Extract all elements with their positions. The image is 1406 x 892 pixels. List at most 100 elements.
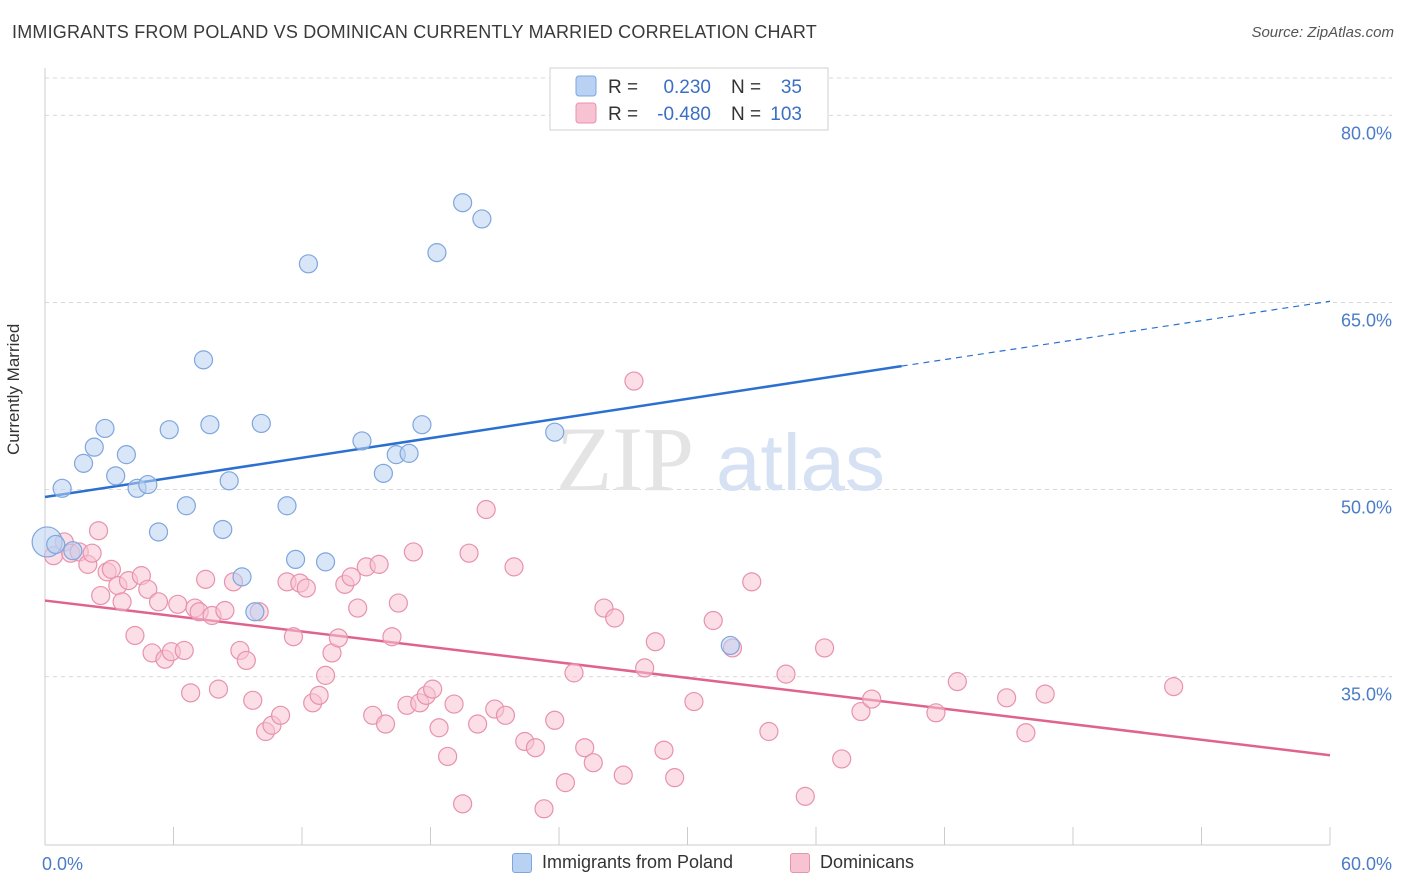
legend-r-value-poland: 0.230 (663, 77, 711, 98)
point-poland-25 (373, 463, 393, 483)
point-dominican-28 (215, 600, 235, 621)
point-dominican-7 (91, 585, 111, 606)
point-dominican-52 (375, 714, 396, 734)
point-dominican-91 (776, 664, 796, 684)
point-dominican-40 (296, 578, 316, 598)
point-dominican-9 (101, 559, 121, 579)
point-poland-6 (106, 466, 126, 486)
x-tick-label-60: 60.0% (1341, 854, 1392, 874)
legend-n-label-dominican: N = (731, 104, 761, 125)
watermark-atlas: atlas (716, 418, 885, 507)
watermark-zip: ZIP (556, 408, 694, 510)
point-poland-21 (285, 549, 306, 570)
point-dominican-32 (243, 690, 263, 710)
point-poland-15 (213, 519, 233, 540)
point-dominican-100 (1016, 723, 1036, 743)
point-poland-11 (159, 420, 179, 440)
point-dominican-61 (438, 746, 458, 767)
point-dominican-60 (429, 718, 449, 738)
point-poland-10 (148, 522, 169, 542)
point-dominican-27 (208, 679, 229, 699)
point-dominican-21 (174, 640, 194, 661)
trend-line-poland-extension (901, 300, 1331, 367)
point-dominican-82 (635, 658, 655, 678)
point-dominican-81 (624, 371, 644, 391)
point-dominican-75 (564, 663, 584, 683)
point-dominican-56 (403, 542, 423, 562)
point-dominican-99 (997, 688, 1017, 708)
point-dominican-98 (947, 672, 967, 692)
point-poland-30 (453, 193, 473, 213)
legend-n-value-poland: 35 (781, 77, 802, 98)
y-tick-label-35: 35.0% (1341, 685, 1392, 705)
point-poland-16 (219, 471, 239, 491)
point-poland-28 (412, 415, 432, 435)
point-dominican-85 (665, 768, 685, 788)
legend-r-label-dominican: R = (608, 104, 638, 125)
point-poland-3 (73, 453, 94, 473)
point-dominican-13 (125, 625, 145, 646)
point-poland-12 (176, 496, 196, 516)
x-tick-label-0: 0.0% (42, 854, 83, 874)
point-dominican-17 (148, 592, 169, 612)
point-poland-18 (245, 602, 265, 622)
point-poland-20 (277, 496, 297, 516)
point-dominican-77 (583, 753, 603, 773)
bottom-legend-swatch-dominican (790, 852, 810, 873)
point-dominican-72 (534, 799, 554, 819)
point-poland-17 (232, 567, 252, 587)
point-dominican-90 (759, 721, 779, 742)
chart-title: IMMIGRANTS FROM POLAND VS DOMINICAN CURR… (12, 22, 817, 42)
bottom-legend-swatch-poland (512, 852, 532, 873)
point-dominican-15 (138, 579, 158, 599)
point-dominican-83 (645, 632, 665, 652)
trend-line-dominican (44, 599, 1331, 757)
point-poland-2 (63, 541, 83, 561)
point-poland-1 (52, 478, 72, 498)
bottom-legend-dominican: Dominicans (790, 852, 914, 873)
grid-lines (45, 77, 1392, 678)
point-dominican-51 (369, 554, 389, 574)
point-dominican-65 (468, 714, 488, 734)
point-dominican-45 (328, 628, 349, 648)
point-dominican-89 (742, 572, 762, 592)
point-poland-22 (298, 254, 319, 274)
legend-r-label-poland: R = (608, 77, 638, 98)
point-poland-27 (399, 443, 419, 463)
legend-n-label-poland: N = (731, 77, 761, 98)
bottom-legend-label-poland: Immigrants from Poland (542, 852, 734, 872)
point-dominican-79 (605, 608, 625, 628)
point-dominican-68 (495, 705, 516, 725)
point-dominican-62 (444, 694, 464, 714)
point-dominican-69 (504, 557, 524, 577)
point-dominican-96 (862, 689, 882, 709)
point-dominican-48 (348, 598, 368, 618)
point-dominican-25 (196, 569, 216, 589)
point-dominican-86 (684, 691, 704, 712)
legend-swatch-dominican (575, 102, 597, 124)
point-dominican-64 (459, 543, 479, 563)
axes (44, 68, 1331, 846)
point-dominican-20 (168, 594, 188, 614)
point-poland-14 (200, 415, 220, 435)
legend-swatch-poland (575, 75, 597, 97)
point-poland-32 (545, 422, 565, 442)
bottom-legend-label-dominican: Dominicans (820, 852, 915, 872)
point-dominican-84 (654, 740, 674, 760)
point-dominican-97 (926, 703, 946, 723)
legend-r-value-dominican: -0.480 (657, 104, 711, 125)
point-dominican-38 (283, 627, 304, 647)
point-dominican-73 (545, 710, 565, 730)
point-poland-33 (720, 635, 740, 656)
point-poland-31 (472, 209, 492, 229)
point-poland-19 (251, 413, 271, 434)
y-tick-label-50: 50.0% (1341, 498, 1392, 518)
point-dominican-43 (315, 665, 336, 685)
point-poland-34 (46, 534, 66, 555)
point-dominican-71 (525, 738, 546, 758)
point-dominican-76 (575, 738, 595, 758)
point-dominican-94 (832, 749, 852, 769)
trend-line-poland (44, 364, 902, 499)
trend-lines (44, 300, 1331, 757)
